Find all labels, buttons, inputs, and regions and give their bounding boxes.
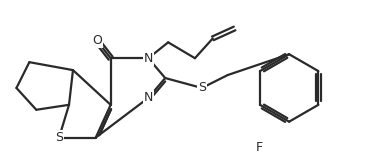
Text: N: N xyxy=(144,91,153,104)
Text: O: O xyxy=(92,34,102,47)
Text: S: S xyxy=(55,131,63,144)
Text: S: S xyxy=(198,82,206,94)
Text: N: N xyxy=(144,52,153,65)
Text: F: F xyxy=(256,141,263,154)
